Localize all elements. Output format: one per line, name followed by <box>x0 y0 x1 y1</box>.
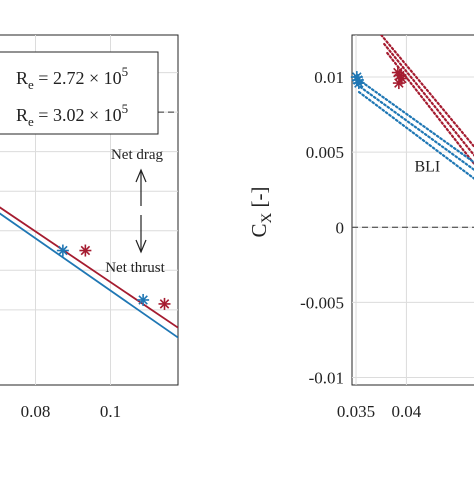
left-x-tick-label: 0.1 <box>100 402 121 421</box>
right-y-axis-label: CX [-] <box>247 186 275 237</box>
left-marker-2 <box>79 244 92 257</box>
bli-annotation: BLI <box>414 159 440 176</box>
right-marker-7 <box>392 77 405 90</box>
right-markers <box>350 66 408 90</box>
right-plot-frame <box>351 34 474 386</box>
right-y-tick-label: -0.01 <box>309 368 344 387</box>
right-series-line-1 <box>380 35 474 149</box>
legend-box <box>0 51 159 135</box>
right-series-line-5 <box>355 83 474 172</box>
right-marker-3 <box>352 77 365 90</box>
left-series-line-1 <box>0 206 178 329</box>
up-arrow-icon <box>135 168 147 206</box>
right-y-tick-label: 0.005 <box>306 143 344 162</box>
right-series-line-3 <box>386 51 474 166</box>
right-y-tick-labels: 0.01 0.005 0 -0.005 -0.01 <box>300 68 344 387</box>
right-chart: 0.01 0.005 0 -0.005 -0.01 0.035 0.04 0 BLI CX… <box>247 34 474 421</box>
right-x-tick-label: 0.035 <box>337 402 375 421</box>
left-x-tick-labels: 0.08 0.1 <box>21 402 122 421</box>
net-thrust-label: Net thrust <box>105 260 165 276</box>
right-series-line-2 <box>383 42 474 157</box>
left-marker-3 <box>137 293 150 306</box>
right-y-tick-label: -0.005 <box>300 293 344 312</box>
left-chart: 0.08 0.1 Re = 2.72 × 105 Re = 3.02 × 105 … <box>0 34 179 421</box>
net-drag-label: Net drag <box>111 147 164 163</box>
legend-entry-1: Re = 2.72 × 105 <box>16 64 128 92</box>
left-series <box>0 206 178 339</box>
legend-entry-2: Re = 3.02 × 105 <box>16 101 128 129</box>
right-series-line-4 <box>353 75 474 164</box>
right-series-line-6 <box>357 90 474 180</box>
right-x-tick-labels: 0.035 0.04 <box>337 402 422 421</box>
left-markers <box>56 244 171 310</box>
right-series <box>353 35 474 180</box>
left-x-tick-label: 0.08 <box>21 402 51 421</box>
left-marker-4 <box>158 297 171 310</box>
left-series-line-2 <box>0 212 178 339</box>
left-plot-frame <box>0 34 179 386</box>
right-y-tick-label: 0 <box>336 218 345 237</box>
right-x-tick-label: 0.04 <box>392 402 422 421</box>
down-arrow-icon <box>135 215 147 254</box>
left-marker-1 <box>56 244 69 257</box>
right-y-tick-label: 0.01 <box>314 68 344 87</box>
legend: Re = 2.72 × 105 Re = 3.02 × 105 <box>0 51 159 135</box>
